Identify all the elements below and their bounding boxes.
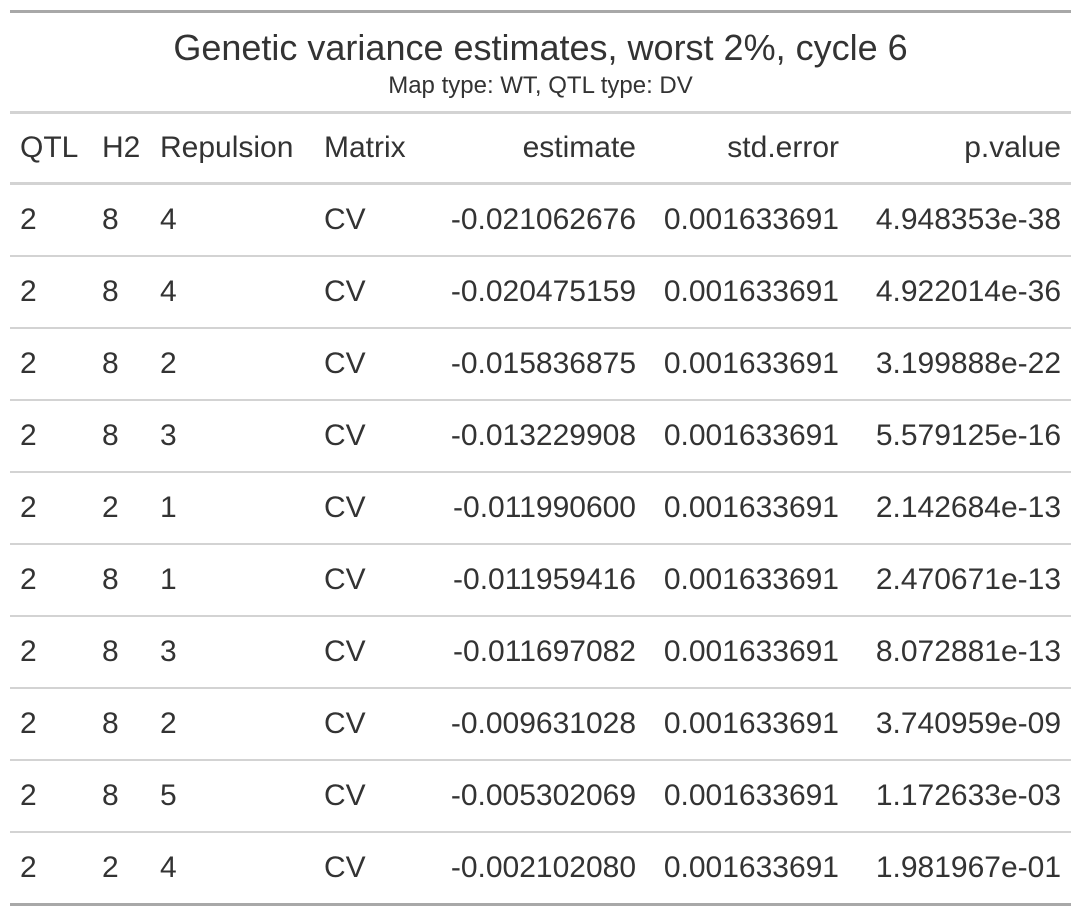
- cell-repulsion: 5: [150, 760, 314, 833]
- cell-estimate: -0.021062676: [424, 183, 646, 257]
- cell-h2: 8: [92, 400, 150, 473]
- cell-qtl: 2: [10, 544, 92, 617]
- cell-estimate: -0.013229908: [424, 400, 646, 473]
- header-row: QTL H2 Repulsion Matrix estimate std.err…: [10, 114, 1071, 185]
- cell-h2: 8: [92, 544, 150, 617]
- cell-p-value: 2.142684e-13: [849, 472, 1071, 545]
- cell-repulsion: 3: [150, 616, 314, 689]
- cell-estimate: -0.011990600: [424, 472, 646, 545]
- cell-qtl: 2: [10, 760, 92, 833]
- cell-estimate: -0.005302069: [424, 760, 646, 833]
- column-header-h2: H2: [92, 114, 150, 185]
- cell-p-value: 3.740959e-09: [849, 688, 1071, 761]
- cell-repulsion: 3: [150, 400, 314, 473]
- column-header-p-value: p.value: [849, 114, 1071, 185]
- table-row: 2 2 4 CV -0.002102080 0.001633691 1.9819…: [10, 832, 1071, 903]
- cell-estimate: -0.009631028: [424, 688, 646, 761]
- cell-estimate: -0.002102080: [450, 851, 636, 884]
- cell-h2: 8: [92, 256, 150, 329]
- cell-h2: 2: [92, 472, 150, 545]
- cell-qtl: 2: [20, 851, 37, 884]
- cell-std-error: 0.001633691: [646, 256, 849, 329]
- cell-repulsion: 4: [150, 256, 314, 329]
- table-heading: Genetic variance estimates, worst 2%, cy…: [10, 13, 1071, 114]
- cell-h2: 8: [92, 183, 150, 257]
- cell-repulsion: 1: [150, 544, 314, 617]
- results-table-container: Genetic variance estimates, worst 2%, cy…: [10, 10, 1071, 906]
- table-row: 2 8 2 CV -0.009631028 0.001633691 3.7409…: [10, 688, 1071, 761]
- cell-h2: 8: [92, 760, 150, 833]
- cell-estimate: -0.020475159: [424, 256, 646, 329]
- cell-matrix: CV: [314, 400, 424, 473]
- cell-std-error: 0.001633691: [646, 760, 849, 833]
- cell-matrix: CV: [314, 256, 424, 329]
- table-row: 2 8 3 CV -0.013229908 0.001633691 5.5791…: [10, 400, 1071, 473]
- cell-p-value: 2.470671e-13: [849, 544, 1071, 617]
- cell-qtl: 2: [10, 256, 92, 329]
- cell-std-error: 0.001633691: [663, 851, 839, 884]
- table-row: 2 8 4 CV -0.020475159 0.001633691 4.9220…: [10, 256, 1071, 329]
- cell-std-error: 0.001633691: [646, 616, 849, 689]
- cell-std-error: 0.001633691: [646, 688, 849, 761]
- cell-matrix: CV: [314, 616, 424, 689]
- cell-qtl: 2: [10, 616, 92, 689]
- cell-estimate: -0.011697082: [424, 616, 646, 689]
- column-header-estimate: estimate: [424, 114, 646, 185]
- cell-estimate: -0.015836875: [424, 328, 646, 401]
- cell-matrix: CV: [314, 688, 424, 761]
- cell-std-error: 0.001633691: [646, 183, 849, 257]
- cell-qtl: 2: [10, 400, 92, 473]
- cell-std-error: 0.001633691: [646, 472, 849, 545]
- table-row: 2 8 4 CV -0.021062676 0.001633691 4.9483…: [10, 183, 1071, 257]
- cell-matrix: CV: [314, 544, 424, 617]
- cell-estimate: -0.011959416: [424, 544, 646, 617]
- table-row: 2 8 2 CV -0.015836875 0.001633691 3.1998…: [10, 328, 1071, 401]
- cell-std-error: 0.001633691: [646, 544, 849, 617]
- column-header-qtl: QTL: [10, 114, 92, 185]
- table-row: 2 8 5 CV -0.005302069 0.001633691 1.1726…: [10, 760, 1071, 833]
- column-header-matrix: Matrix: [314, 114, 424, 185]
- cell-repulsion: 2: [150, 328, 314, 401]
- cell-std-error: 0.001633691: [646, 400, 849, 473]
- cell-matrix: CV: [324, 851, 366, 884]
- cell-std-error: 0.001633691: [646, 328, 849, 401]
- cell-qtl: 2: [10, 472, 92, 545]
- cell-matrix: CV: [314, 472, 424, 545]
- table-title: Genetic variance estimates, worst 2%, cy…: [173, 27, 908, 68]
- results-table: QTL H2 Repulsion Matrix estimate std.err…: [10, 114, 1071, 903]
- cell-h2: 8: [92, 616, 150, 689]
- cell-matrix: CV: [314, 183, 424, 257]
- cell-repulsion: 2: [150, 688, 314, 761]
- cell-h2: 8: [92, 328, 150, 401]
- table-row: 2 2 1 CV -0.011990600 0.001633691 2.1426…: [10, 472, 1071, 545]
- cell-h2: 8: [92, 688, 150, 761]
- cell-repulsion: 4: [150, 183, 314, 257]
- column-header-std-error: std.error: [646, 114, 849, 185]
- cell-repulsion: 1: [150, 472, 314, 545]
- table-subtitle: Map type: WT, QTL type: DV: [388, 72, 693, 99]
- cell-repulsion: 4: [160, 851, 177, 884]
- cell-p-value: 3.199888e-22: [849, 328, 1071, 401]
- cell-qtl: 2: [10, 328, 92, 401]
- cell-p-value: 1.981967e-01: [875, 851, 1061, 884]
- column-header-repulsion: Repulsion: [150, 114, 314, 185]
- table-row: 2 8 3 CV -0.011697082 0.001633691 8.0728…: [10, 616, 1071, 689]
- cell-p-value: 8.072881e-13: [849, 616, 1071, 689]
- cell-p-value: 5.579125e-16: [849, 400, 1071, 473]
- cell-h2: 2: [102, 851, 119, 884]
- cell-p-value: 1.172633e-03: [849, 760, 1071, 833]
- table-row: 2 8 1 CV -0.011959416 0.001633691 2.4706…: [10, 544, 1071, 617]
- cell-p-value: 4.922014e-36: [849, 256, 1071, 329]
- cell-p-value: 4.948353e-38: [849, 183, 1071, 257]
- cell-qtl: 2: [10, 688, 92, 761]
- cell-matrix: CV: [314, 328, 424, 401]
- cell-matrix: CV: [314, 760, 424, 833]
- cell-qtl: 2: [10, 183, 92, 257]
